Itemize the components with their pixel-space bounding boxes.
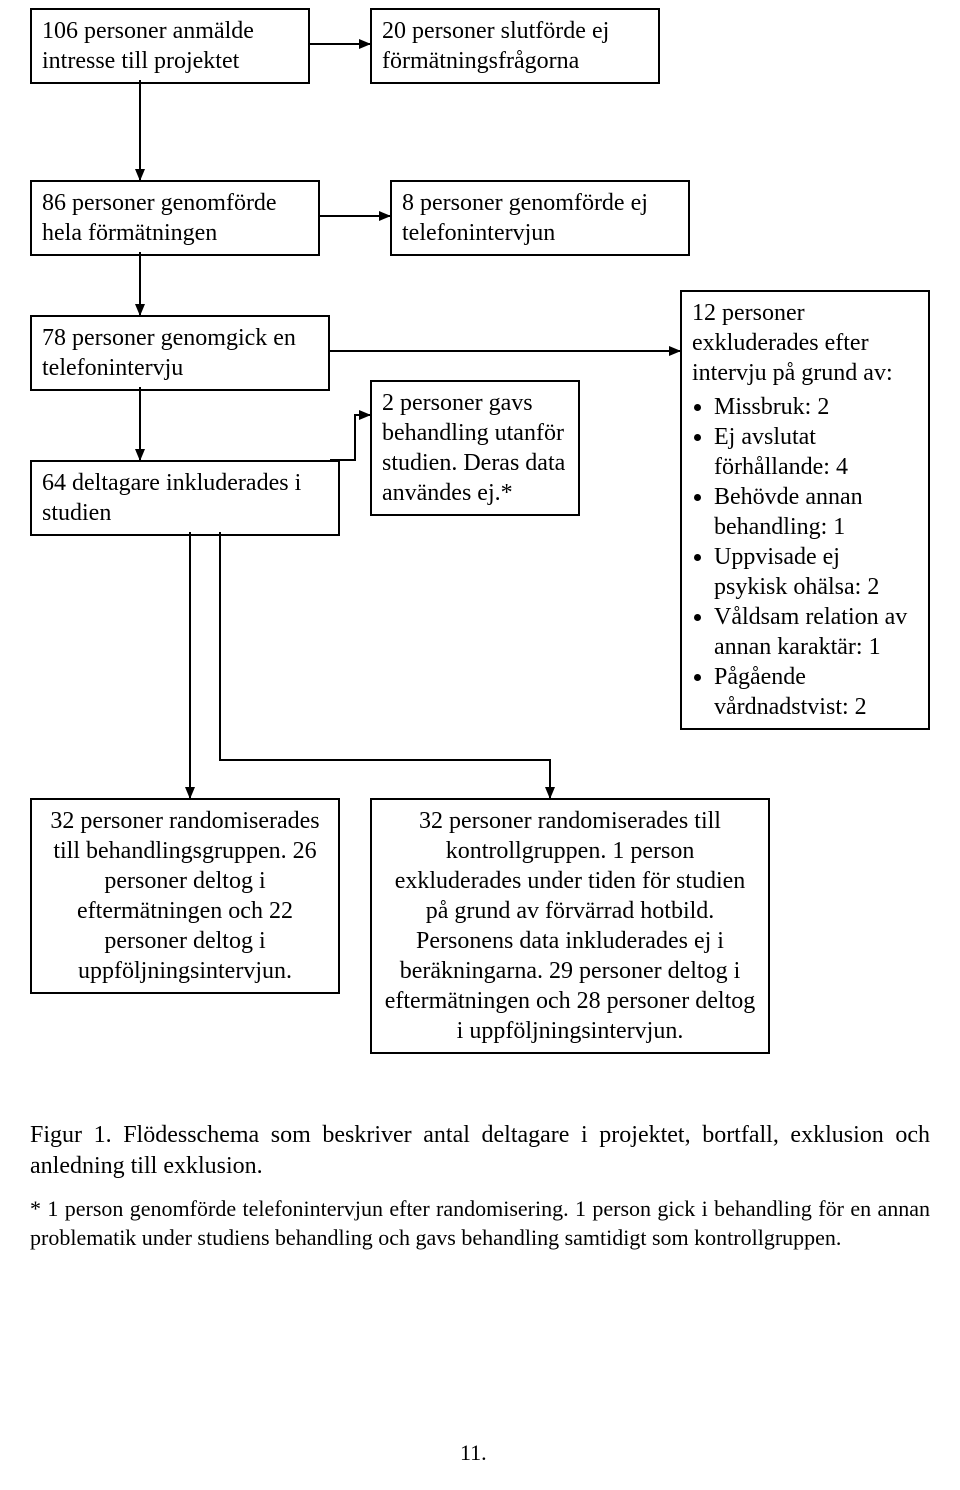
box-phone-interview: 78 personer genomgick en telefonintervju [30,315,330,391]
box-text: 32 personer randomiserades till kontroll… [385,808,756,1044]
box-no-phone-interview: 8 personer genomförde ej telefonintervju… [390,180,690,256]
box-treatment-group: 32 personer randomiserades till behandli… [30,798,340,994]
page-number: 11. [460,1440,487,1466]
box-text: 12 personer exkluderades efter intervju … [692,300,893,386]
figure-caption: Figur 1. Flödesschema som beskriver anta… [30,1120,930,1182]
flowchart-page: 106 personer anmälde intresse till proje… [0,0,960,1490]
list-item: Våldsam relation av annan karaktär: 1 [714,602,918,662]
box-included: 64 deltagare inkluderades i studien [30,460,340,536]
box-text: 32 personer randomiserades till behandli… [50,808,319,984]
box-excluded-reasons: 12 personer exkluderades efter intervju … [680,290,930,730]
caption-text: Figur 1. Flödesschema som beskriver anta… [30,1122,930,1179]
box-control-group: 32 personer randomiserades till kontroll… [370,798,770,1054]
footnote-text: * 1 person genomförde telefonintervjun e… [30,1196,930,1250]
exclusion-list: Missbruk: 2 Ej avslutat förhållande: 4 B… [692,392,918,722]
box-completed-pre: 86 personer genomförde hela förmätningen [30,180,320,256]
list-item: Behövde annan behandling: 1 [714,482,918,542]
box-text: 20 personer slutförde ej förmätningsfråg… [382,18,609,74]
list-item: Ej avslutat förhållande: 4 [714,422,918,482]
pagenum-text: 11. [460,1440,487,1465]
figure-footnote: * 1 person genomförde telefonintervjun e… [30,1195,930,1252]
box-text: 2 personer gavs behandling utanför studi… [382,390,565,506]
box-interest: 106 personer anmälde intresse till proje… [30,8,310,84]
box-text: 64 deltagare inkluderades i studien [42,470,301,526]
list-item: Pågående vårdnadstvist: 2 [714,662,918,722]
box-text: 106 personer anmälde intresse till proje… [42,18,254,74]
list-item: Missbruk: 2 [714,392,918,422]
box-text: 8 personer genomförde ej telefonintervju… [402,190,648,246]
list-item: Uppvisade ej psykisk ohälsa: 2 [714,542,918,602]
box-not-completed-pre: 20 personer slutförde ej förmätningsfråg… [370,8,660,84]
box-treated-outside: 2 personer gavs behandling utanför studi… [370,380,580,516]
box-text: 78 personer genomgick en telefonintervju [42,325,296,381]
box-text: 86 personer genomförde hela förmätningen [42,190,277,246]
